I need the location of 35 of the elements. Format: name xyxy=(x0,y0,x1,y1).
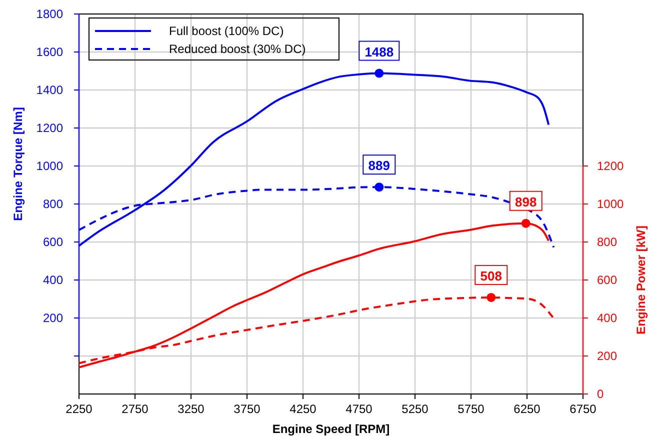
y-tick-label: 1000 xyxy=(36,159,64,173)
y2-tick-label: 1000 xyxy=(597,197,624,211)
x-tick-label: 5250 xyxy=(402,402,429,416)
x-tick-label: 2750 xyxy=(122,402,149,416)
y-tick-label: 600 xyxy=(42,235,64,249)
x-tick-label: 2250 xyxy=(66,402,93,416)
data-label: 1488 xyxy=(364,44,394,60)
y-tick-label: 1200 xyxy=(36,121,64,135)
y2-tick-label: 200 xyxy=(597,349,618,363)
y-tick-label: 400 xyxy=(42,273,64,287)
y-tick-label: 1600 xyxy=(36,45,64,59)
y2-tick-label: 800 xyxy=(597,235,618,249)
legend-label: Full boost (100% DC) xyxy=(169,24,284,38)
y2-axis-title: Engine Power [kW] xyxy=(634,226,648,334)
y-tick-label: 1400 xyxy=(36,83,64,97)
x-tick-label: 4750 xyxy=(346,402,373,416)
x-axis-title: Engine Speed [RPM] xyxy=(272,422,390,436)
y2-tick-label: 1200 xyxy=(597,159,624,173)
y2-tick-label: 400 xyxy=(597,311,618,325)
y2-tick-label: 600 xyxy=(597,273,618,287)
y-axis-title: Engine Torque [Nm] xyxy=(11,107,25,221)
data-label: 889 xyxy=(368,158,390,174)
y-tick-label: 200 xyxy=(42,311,64,325)
x-tick-label: 3750 xyxy=(234,402,261,416)
data-label: 508 xyxy=(480,268,502,284)
y2-tick-label: 0 xyxy=(597,387,604,401)
x-tick-label: 5750 xyxy=(458,402,485,416)
x-tick-label: 6750 xyxy=(570,402,597,416)
y-tick-label: 800 xyxy=(42,197,64,211)
x-tick-label: 3250 xyxy=(178,402,205,416)
x-tick-label: 6250 xyxy=(514,402,541,416)
x-tick-label: 4250 xyxy=(290,402,317,416)
y-tick-label: 1800 xyxy=(36,7,64,21)
data-label: 898 xyxy=(515,194,537,210)
legend-label: Reduced boost (30% DC) xyxy=(169,42,306,56)
